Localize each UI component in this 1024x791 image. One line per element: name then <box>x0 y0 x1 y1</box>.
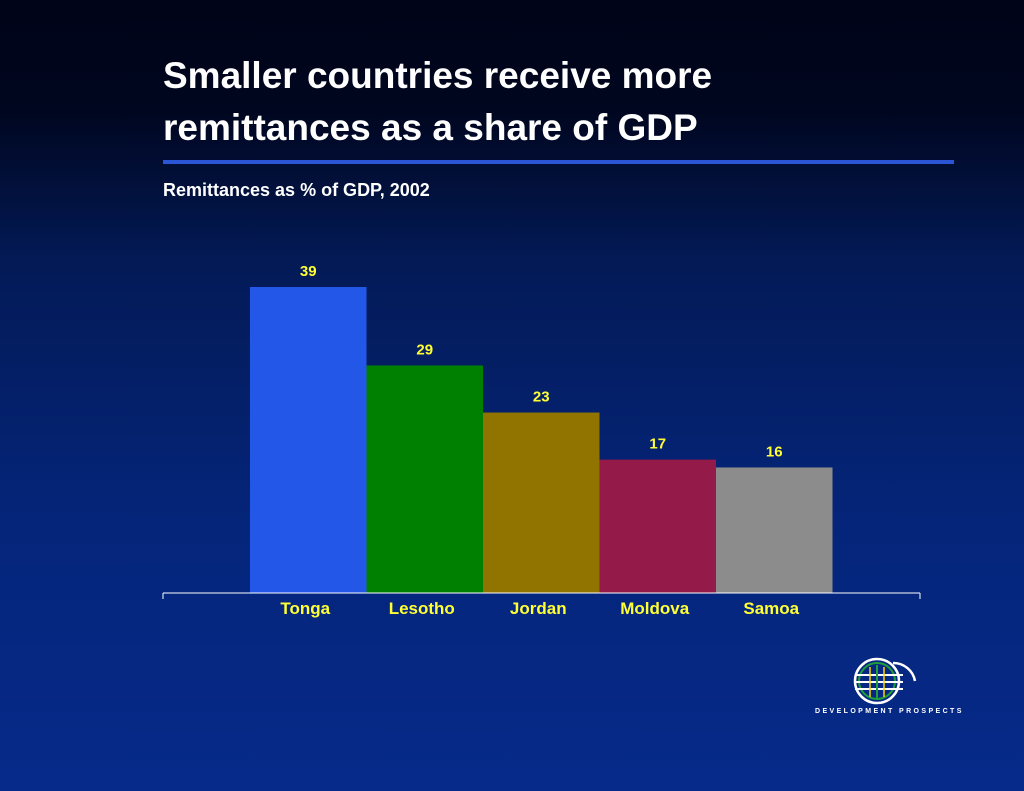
x-tick-label: Jordan <box>510 599 567 618</box>
bar-value-label: 17 <box>649 436 666 453</box>
development-prospects-logo: DEVELOPMENT PROSPECTS <box>815 655 964 725</box>
bar-value-label: 29 <box>416 341 433 358</box>
x-tick-label: Lesotho <box>389 599 455 618</box>
globe-logo-icon <box>853 657 917 705</box>
bar-tonga <box>250 287 367 593</box>
logo-text: DEVELOPMENT PROSPECTS <box>815 708 964 715</box>
bar-value-label: 39 <box>300 263 317 280</box>
bar-samoa <box>716 467 833 593</box>
bar-value-label: 16 <box>766 443 783 460</box>
bar-lesotho <box>366 365 483 593</box>
title-line-1: Smaller countries receive more <box>163 55 713 96</box>
slide-title: Smaller countries receive more remittanc… <box>163 50 963 154</box>
x-tick-label: Tonga <box>280 599 330 618</box>
x-tick-label: Moldova <box>620 599 689 618</box>
bar-jordan <box>483 412 600 593</box>
title-line-2: remittances as a share of GDP <box>163 107 698 148</box>
bar-moldova <box>599 459 716 593</box>
title-divider <box>163 160 954 164</box>
chart-title: Remittances as % of GDP, 2002 <box>163 180 430 200</box>
x-tick-label: Samoa <box>743 599 799 618</box>
bar-value-label: 23 <box>533 389 550 406</box>
